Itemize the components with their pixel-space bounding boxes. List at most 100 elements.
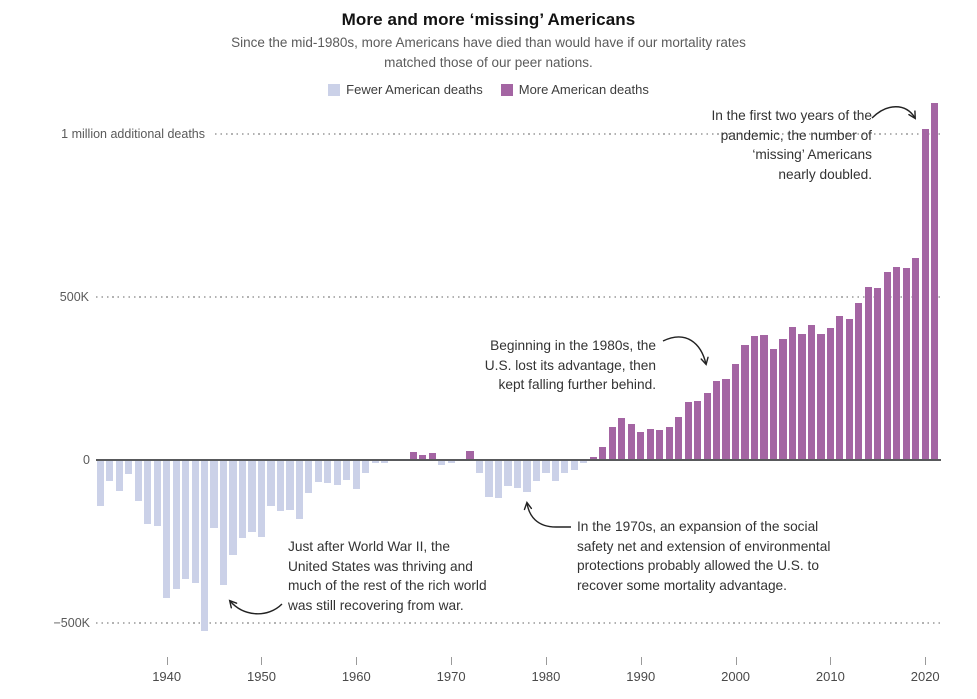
annotation-line: United States was thriving and	[288, 558, 473, 574]
annotation-line: Just after World War II, the	[288, 539, 451, 554]
bar-1951	[267, 460, 275, 506]
bar-1980	[542, 460, 550, 473]
bar-1970	[447, 460, 455, 463]
bar-2016	[883, 271, 891, 460]
bar-1990	[637, 432, 645, 460]
x-tick-label: 1990	[626, 669, 656, 684]
bar-2020	[921, 129, 929, 460]
bar-1952	[276, 460, 285, 511]
bar-2014	[864, 286, 872, 460]
annotation-line: kept falling further behind.	[498, 377, 656, 392]
bar-1949	[248, 460, 256, 532]
x-tick-label: 2020	[910, 669, 940, 684]
bar-1982	[561, 460, 569, 474]
bar-1959	[343, 460, 351, 480]
bar-2021	[931, 103, 939, 460]
x-tick-mark	[166, 657, 168, 665]
bar-1958	[333, 460, 341, 486]
bar-2017	[893, 267, 901, 460]
fewer-deaths-swatch-icon	[328, 83, 341, 96]
x-tick-label: 2010	[815, 669, 845, 684]
bar-1997	[703, 392, 711, 460]
annotation-line: was still recovering from war.	[288, 597, 464, 613]
bar-2009	[817, 333, 825, 460]
annotation-line: protections probably allowed the U.S. to	[577, 558, 819, 573]
annotation-line: recover some mortality advantage.	[577, 577, 787, 593]
bar-1978	[523, 460, 531, 492]
annotation-line: In the first two years of the	[711, 108, 872, 123]
x-tick-mark	[925, 657, 927, 665]
bar-2005	[779, 339, 787, 460]
bar-2000	[731, 364, 740, 460]
legend-label-more: More American deaths	[518, 82, 649, 97]
legend-item-more: More American deaths	[500, 82, 649, 97]
bar-1994	[675, 416, 683, 460]
annotation-line: nearly doubled.	[778, 166, 872, 182]
y-label-0: 0	[83, 453, 90, 467]
bar-2018	[902, 268, 910, 460]
bar-1944	[200, 460, 209, 632]
x-tick-mark	[261, 657, 263, 665]
bar-1950	[257, 460, 266, 537]
annotation-line: In the 1970s, an expansion of the social	[577, 519, 819, 534]
y-label-1m: 1 million additional deaths	[61, 126, 205, 141]
bar-1983	[570, 460, 578, 470]
bar-1969	[438, 460, 446, 465]
legend-label-fewer: Fewer American deaths	[346, 82, 483, 97]
gridline-500k	[96, 296, 941, 299]
x-tick-label: 1950	[247, 669, 276, 684]
bar-1953	[286, 460, 294, 510]
annotation-line: much of the rest of the rich world	[288, 578, 487, 593]
x-tick-mark	[545, 657, 547, 665]
x-tick-mark	[356, 657, 358, 665]
bar-1960	[352, 460, 360, 490]
bar-2012	[845, 319, 853, 460]
bar-1995	[684, 402, 692, 460]
bar-2007	[798, 334, 806, 460]
gridline-neg500k	[96, 621, 941, 624]
bar-1942	[182, 460, 190, 579]
bar-1979	[532, 460, 541, 481]
gridline-1m	[215, 132, 941, 135]
x-tick-label: 1980	[531, 669, 561, 684]
bar-1992	[656, 429, 664, 460]
bar-1954	[295, 460, 303, 520]
legend: Fewer American deaths More American deat…	[0, 82, 977, 97]
bar-1974	[485, 460, 493, 497]
bar-1987	[608, 426, 616, 460]
bar-2006	[788, 327, 797, 460]
annotation-line: safety net and extension of environmenta…	[577, 538, 831, 554]
x-tick-label: 1960	[341, 669, 371, 684]
bar-2010	[826, 328, 834, 460]
legend-item-fewer: Fewer American deaths	[328, 82, 483, 97]
bar-1941	[172, 460, 180, 589]
bar-1975	[494, 460, 503, 499]
more-deaths-swatch-icon	[500, 83, 513, 96]
bar-1947	[229, 460, 237, 555]
x-tick-label: 1940	[152, 669, 182, 684]
bar-1961	[362, 460, 370, 473]
bar-1985	[589, 456, 597, 460]
bar-2013	[855, 302, 863, 460]
bar-2019	[912, 257, 920, 460]
annotation-line: pandemic, the number of	[720, 127, 872, 143]
bar-1966	[409, 451, 417, 460]
bar-2002	[750, 335, 759, 460]
bar-2003	[760, 334, 768, 460]
bar-1996	[694, 401, 702, 460]
bar-1988	[618, 417, 626, 460]
bar-1945	[210, 460, 218, 529]
bar-1963	[381, 460, 389, 463]
annotation-1980s: Beginning in the 1980s, the U.S. lost it…	[426, 336, 656, 395]
bar-1935	[115, 460, 123, 491]
bar-2015	[874, 287, 882, 460]
bar-1933	[96, 460, 104, 506]
x-tick-label: 1970	[436, 669, 466, 684]
bar-1976	[504, 460, 512, 487]
bar-1989	[627, 424, 635, 460]
bar-2001	[741, 344, 749, 460]
chart-title: More and more ‘missing’ Americans	[341, 10, 636, 29]
annotation-pandemic: In the first two years of the pandemic, …	[642, 106, 872, 184]
